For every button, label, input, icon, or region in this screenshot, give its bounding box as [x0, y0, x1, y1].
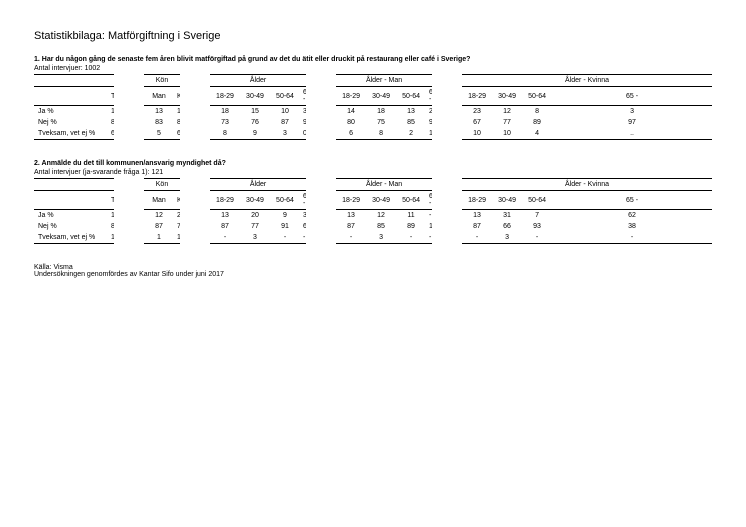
- table-2: KönÅlderÅlder - ManÅlder - KvinnaTotalMa…: [34, 178, 712, 244]
- question-1-sub: Antal intervjuer: 1002: [34, 65, 712, 72]
- question-2-sub: Antal intervjuer (ja-svarande fråga 1): …: [34, 169, 712, 176]
- footer-method: Undersökningen genomfördes av Kantar Sif…: [34, 271, 712, 278]
- table-1: KönÅlderÅlder - ManÅlder - KvinnaTotalMa…: [34, 74, 712, 140]
- footer-source: Källa: Visma: [34, 264, 712, 271]
- question-2-text: 2. Anmälde du det till kommunen/ansvarig…: [34, 160, 712, 167]
- question-block-2: 2. Anmälde du det till kommunen/ansvarig…: [34, 160, 712, 244]
- question-block-1: 1. Har du någon gång de senaste fem åren…: [34, 56, 712, 140]
- footer: Källa: Visma Undersökningen genomfördes …: [34, 264, 712, 278]
- question-1-text: 1. Har du någon gång de senaste fem åren…: [34, 56, 712, 63]
- page-title: Statistikbilaga: Matförgiftning i Sverig…: [34, 30, 712, 42]
